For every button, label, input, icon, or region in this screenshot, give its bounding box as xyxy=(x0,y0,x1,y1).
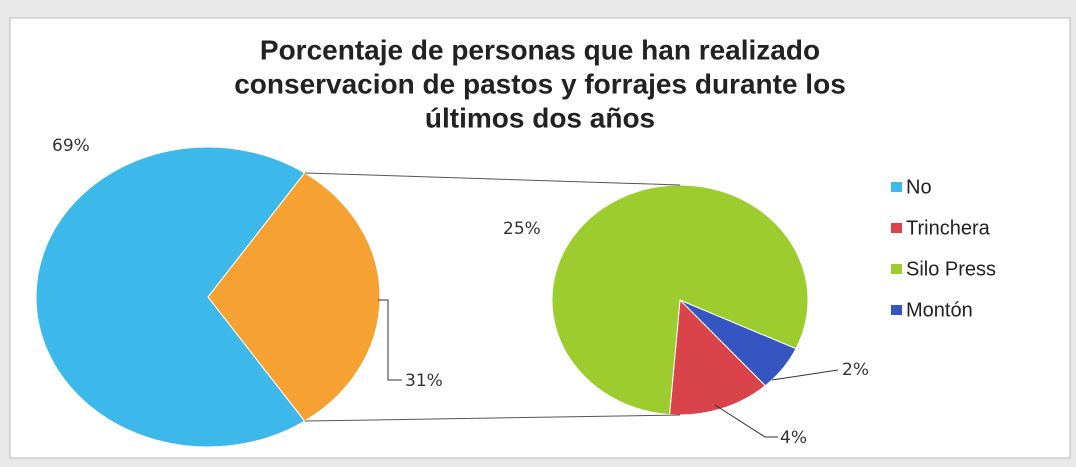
leader-line xyxy=(378,299,402,381)
legend-swatch xyxy=(891,264,902,274)
connector xyxy=(304,172,681,186)
data-label: 4% xyxy=(780,428,807,448)
pie-slice xyxy=(35,146,306,448)
legend-swatch xyxy=(891,305,902,315)
chart-title: últimos dos años xyxy=(425,102,655,133)
data-label: 69% xyxy=(52,136,90,156)
legend-label: Silo Press xyxy=(906,258,996,280)
legend-label: Trinchera xyxy=(906,217,991,239)
chart-title: Porcentaje de personas que han realizado xyxy=(260,34,820,65)
data-label: 31% xyxy=(405,371,443,391)
legend-label: Montón xyxy=(906,299,973,321)
data-label: 25% xyxy=(503,219,541,239)
legend-label: No xyxy=(906,176,932,198)
legend-swatch xyxy=(891,182,902,192)
leader-line xyxy=(714,404,778,438)
pie-slice xyxy=(551,184,809,416)
data-label: 2% xyxy=(842,360,869,380)
pie-slice xyxy=(207,172,381,422)
chart-title: conservacion de pastos y forrajes durant… xyxy=(234,68,846,99)
connector xyxy=(304,414,681,422)
legend-swatch xyxy=(891,223,902,233)
leader-line xyxy=(771,369,839,381)
